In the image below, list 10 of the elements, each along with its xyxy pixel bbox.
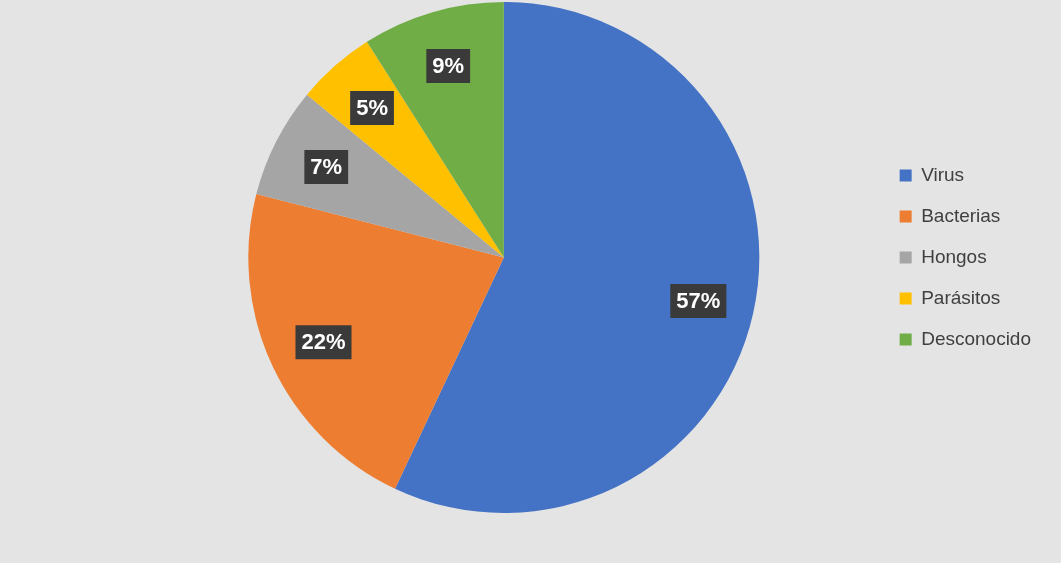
legend-label: Bacterias — [921, 204, 1001, 226]
data-label: 57% — [676, 288, 721, 314]
data-label: 7% — [310, 154, 343, 180]
data-label: 5% — [356, 95, 388, 121]
legend-label: Parásitos — [921, 286, 1001, 308]
data-label: 22% — [301, 329, 346, 355]
legend-label: Hongos — [921, 245, 987, 267]
legend-label: Virus — [921, 163, 965, 185]
legend-label: Desconocido — [921, 327, 1031, 349]
data-label: 9% — [432, 53, 465, 79]
